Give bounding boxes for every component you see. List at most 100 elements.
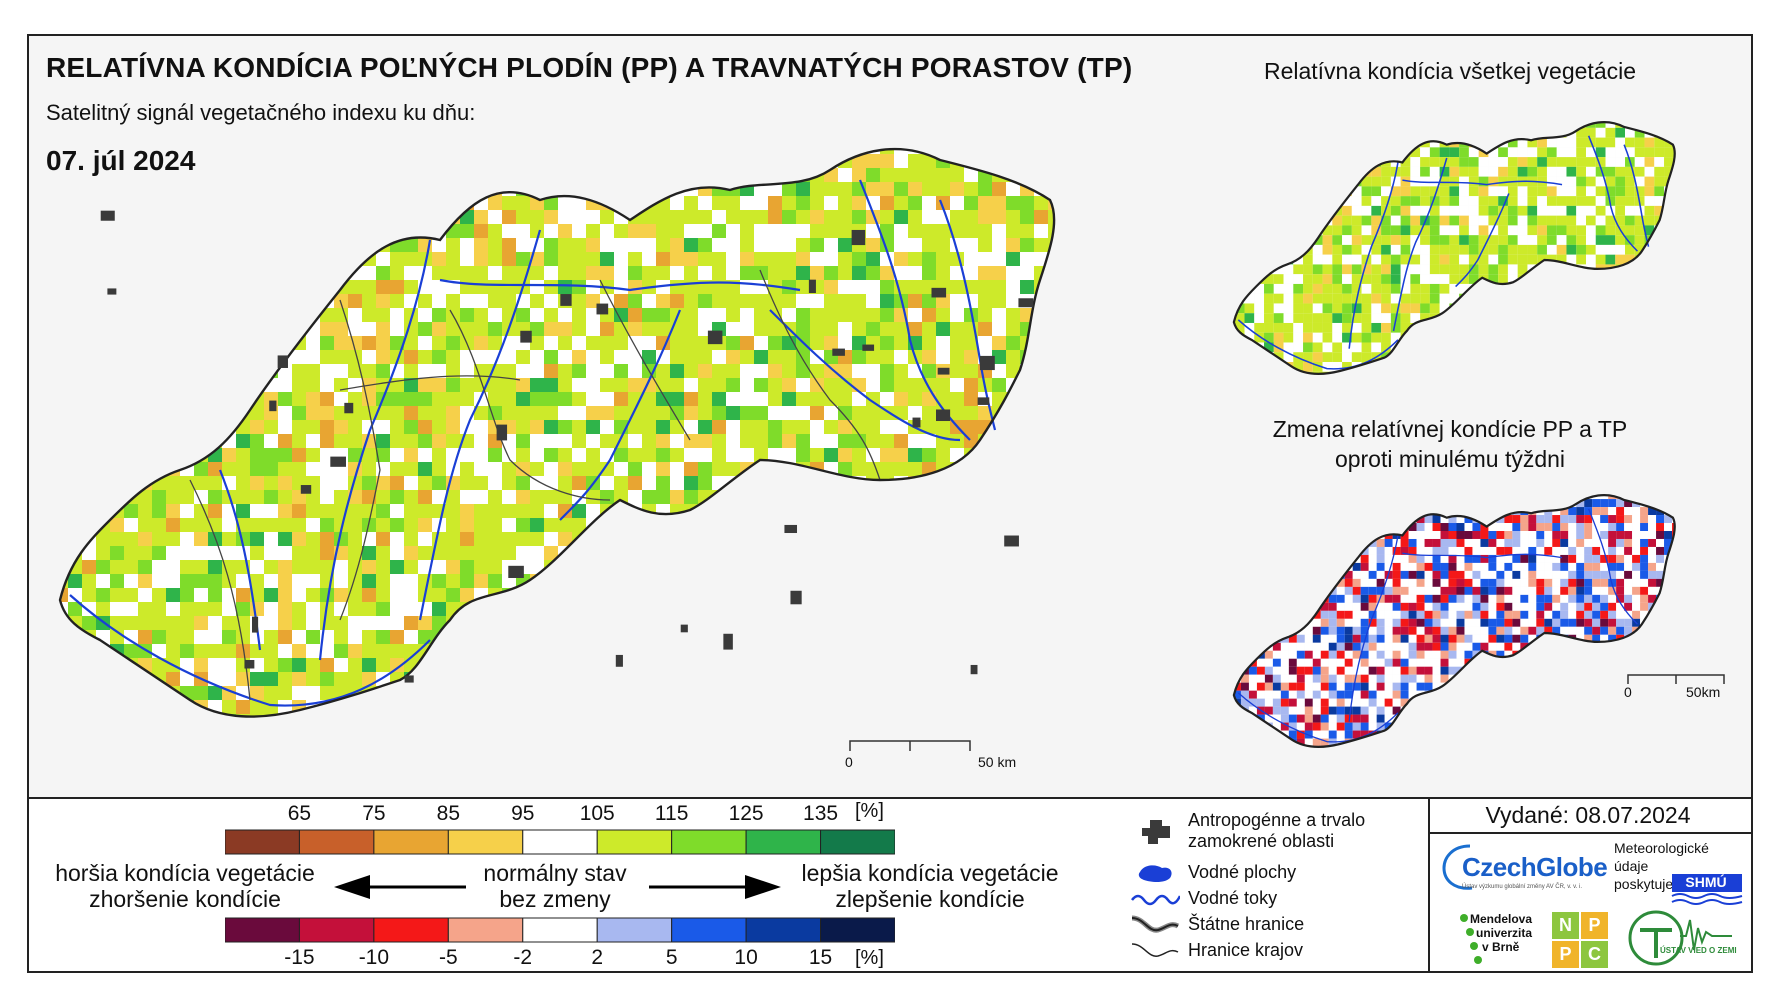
condition-cell [852, 700, 866, 714]
vegetation-cell [1654, 352, 1665, 362]
condition-cell [334, 490, 348, 504]
condition-cell [1006, 252, 1020, 266]
vegetation-cell [1488, 127, 1499, 138]
inset-change-title-line1: Zmena relatívnej kondície PP a TP [1272, 416, 1628, 442]
condition-cell [558, 574, 572, 588]
condition-cell [726, 728, 740, 742]
vegetation-cell [1654, 293, 1665, 304]
condition-cell [950, 518, 964, 532]
vegetation-cell [1566, 147, 1577, 158]
vegetation-cell [1566, 122, 1577, 128]
condition-cell [432, 672, 446, 686]
vegetation-cell [1498, 274, 1508, 284]
vegetation-cell [1644, 157, 1655, 167]
condition-cell [726, 658, 740, 672]
vegetation-cell [1293, 382, 1303, 392]
condition-cell [236, 574, 250, 588]
condition-cell [194, 406, 208, 420]
condition-cell [236, 252, 250, 266]
condition-cell [166, 728, 180, 742]
condition-cell [236, 168, 250, 182]
vegetation-cell [1390, 215, 1401, 226]
condition-cell [852, 672, 866, 686]
vegetation-cell [1244, 352, 1255, 362]
condition-cell [1020, 616, 1034, 630]
condition-cell [362, 476, 376, 490]
condition-cell [740, 490, 754, 504]
condition-cell [320, 644, 334, 658]
condition-cell [754, 252, 768, 266]
condition-cell [852, 490, 866, 504]
change-cell [1328, 499, 1337, 508]
condition-cell [586, 560, 600, 574]
change-cell [1432, 523, 1441, 531]
change-cell [1536, 523, 1545, 531]
condition-cell [726, 378, 740, 392]
condition-cell [292, 644, 306, 658]
condition-cell [250, 574, 264, 588]
condition-cell [124, 364, 138, 378]
condition-cell [558, 322, 572, 336]
condition-cell [68, 602, 82, 616]
condition-cell [810, 490, 824, 504]
vegetation-cell [1371, 264, 1382, 275]
condition-cell [180, 322, 194, 336]
condition-cell [96, 364, 110, 378]
vegetation-cell [1410, 293, 1421, 304]
condition-cell [1048, 336, 1055, 350]
condition-cell [320, 504, 334, 518]
vegetation-cell [1381, 166, 1391, 177]
vegetation-cell [1449, 215, 1460, 226]
vegetation-cell [1264, 205, 1274, 216]
vegetation-cell [1361, 303, 1372, 314]
condition-cell [740, 728, 754, 742]
vegetation-cell [1566, 303, 1577, 314]
vegetation-cell [1644, 122, 1655, 128]
condition-cell [320, 154, 334, 168]
condition-cell [698, 154, 712, 168]
vegetation-cell [1684, 186, 1694, 196]
condition-cell [1020, 210, 1034, 224]
condition-cell [656, 434, 670, 448]
vegetation-cell [1644, 274, 1655, 284]
vegetation-cell [1517, 157, 1528, 167]
condition-cell [992, 686, 1006, 700]
condition-cell [1048, 210, 1055, 224]
vegetation-cell [1312, 147, 1323, 158]
condition-cell [796, 210, 810, 224]
change-cell [1656, 531, 1665, 539]
condition-cell [1048, 322, 1055, 336]
urban-area [1004, 535, 1019, 547]
condition-cell [390, 294, 404, 308]
condition-cell [222, 672, 236, 686]
vegetation-cell [1429, 137, 1440, 148]
condition-cell [1034, 602, 1048, 616]
condition-cell [796, 546, 810, 560]
vegetation-cell [1488, 274, 1499, 284]
vegetation-cell [1488, 352, 1499, 362]
condition-cell [698, 149, 712, 154]
condition-cell [1048, 378, 1055, 392]
condition-cell [292, 392, 306, 406]
vegetation-cell [1625, 147, 1635, 158]
condition-cell [1062, 588, 1076, 602]
vegetation-cell [1556, 303, 1567, 314]
condition-cell [68, 238, 82, 252]
vegetation-cell [1293, 362, 1304, 372]
condition-cell [1048, 588, 1055, 602]
condition-cell [208, 322, 222, 336]
change-cell [1424, 515, 1433, 524]
change-cell [1672, 495, 1675, 500]
condition-cell [460, 168, 474, 182]
vegetation-cell [1264, 176, 1274, 187]
change-cell [1600, 515, 1609, 524]
condition-cell [404, 252, 418, 266]
condition-cell [208, 392, 222, 406]
condition-cell [530, 476, 544, 490]
condition-cell [432, 280, 446, 294]
condition-cell [250, 252, 264, 266]
vegetation-cell [1234, 186, 1245, 197]
change-cell [1288, 538, 1297, 547]
vegetation-cell [1351, 235, 1362, 245]
change-cell [1528, 495, 1537, 500]
